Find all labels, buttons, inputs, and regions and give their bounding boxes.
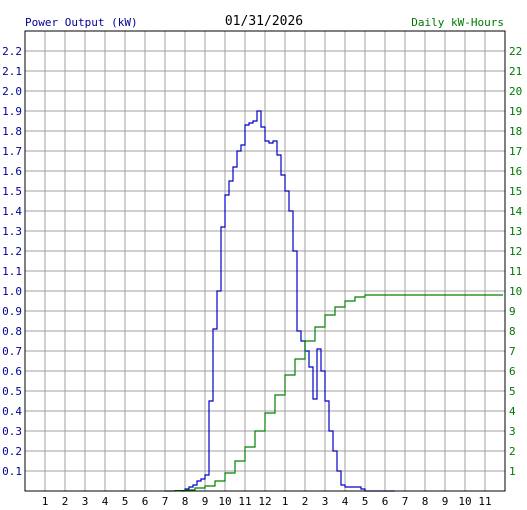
right-tick-label: 11 [509,265,522,278]
x-tick-label: 9 [202,495,209,508]
left-tick-label: 2.0 [2,85,22,98]
right-tick-label: 10 [509,285,522,298]
right-tick-label: 6 [509,365,516,378]
x-tick-label: 1 [42,495,49,508]
left-tick-label: 0.6 [2,365,22,378]
left-tick-label: 1.3 [2,225,22,238]
left-tick-label: 0.4 [2,405,22,418]
right-tick-label: 8 [509,325,516,338]
x-tick-label: 5 [122,495,129,508]
x-tick-label: 3 [322,495,329,508]
right-tick-label: 5 [509,385,516,398]
right-tick-label: 16 [509,165,522,178]
x-tick-label: 12 [258,495,271,508]
series-layer [165,110,503,492]
x-tick-label: 11 [478,495,491,508]
right-tick-label: 19 [509,105,522,118]
right-axis-label: Daily kW-Hours [411,16,504,29]
right-tick-label: 14 [509,205,523,218]
power-output-line [181,110,395,492]
x-tick-label: 7 [162,495,169,508]
left-tick-label: 1.0 [2,285,22,298]
right-tick-label: 3 [509,425,516,438]
x-tick-label: 11 [238,495,251,508]
grid [25,31,505,491]
right-tick-label: 21 [509,65,522,78]
left-tick-label: 1.5 [2,185,22,198]
chart-title: 01/31/2026 [225,14,303,29]
x-tick-label: 2 [62,495,69,508]
x-tick-label: 7 [402,495,409,508]
left-tick-label: 1.1 [2,265,22,278]
left-tick-label: 1.4 [2,205,22,218]
x-tick-label: 5 [362,495,369,508]
left-tick-label: 0.3 [2,425,22,438]
right-tick-label: 13 [509,225,522,238]
x-tick-label: 9 [442,495,449,508]
left-tick-label: 0.1 [2,465,22,478]
right-tick-label: 18 [509,125,522,138]
right-tick-label: 20 [509,85,522,98]
x-tick-label: 6 [142,495,149,508]
left-tick-label: 0.8 [2,325,22,338]
right-tick-label: 15 [509,185,522,198]
left-tick-label: 1.6 [2,165,22,178]
x-tick-label: 2 [302,495,309,508]
x-tick-label: 6 [382,495,389,508]
right-tick-label: 1 [509,465,516,478]
x-axis-ticks: 1 2 3 4 5 6 7 8 9 10 11 12 1 2 3 4 5 6 7 8 9 10 11 [42,495,492,508]
left-tick-label: 0.5 [2,385,22,398]
x-tick-label: 3 [82,495,89,508]
right-tick-label: 7 [509,345,516,358]
left-tick-label: 1.9 [2,105,22,118]
right-tick-label: 17 [509,145,522,158]
x-tick-label: 4 [102,495,109,508]
x-tick-label: 8 [182,495,189,508]
right-tick-label: 12 [509,245,522,258]
right-tick-label: 9 [509,305,516,318]
left-axis-ticks: 0.1 0.2 0.3 0.4 0.5 0.6 0.7 0.8 0.9 1.0 1.1 1.2 1.3 1… [2,45,22,478]
left-tick-label: 0.2 [2,445,22,458]
left-tick-label: 0.7 [2,345,22,358]
x-tick-label: 10 [458,495,471,508]
left-tick-label: 2.1 [2,65,22,78]
right-tick-label: 22 [509,45,522,58]
right-tick-label: 4 [509,405,516,418]
daily-kwh-line [165,294,503,492]
plot-frame [24,30,506,492]
x-tick-label: 4 [342,495,349,508]
right-tick-label: 2 [509,445,516,458]
left-tick-label: 1.2 [2,245,22,258]
left-tick-label: 1.7 [2,145,22,158]
left-tick-label: 1.8 [2,125,22,138]
left-tick-label: 0.9 [2,305,22,318]
x-tick-label: 10 [218,495,231,508]
x-tick-label: 1 [282,495,289,508]
x-tick-label: 8 [422,495,429,508]
left-tick-label: 2.2 [2,45,22,58]
left-axis-label: Power Output (kW) [25,16,138,29]
